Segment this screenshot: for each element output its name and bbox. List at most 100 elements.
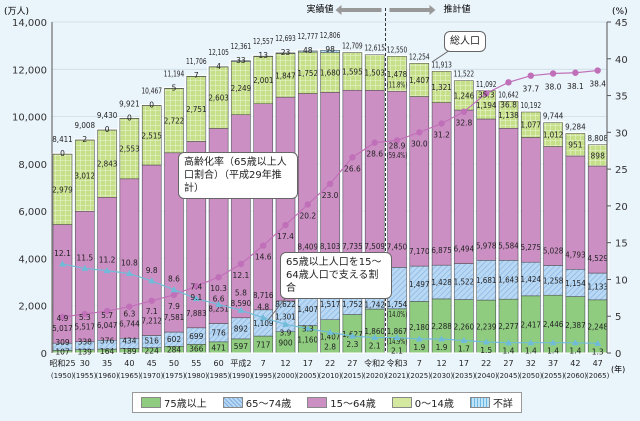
support-ratio-point — [215, 300, 223, 307]
segment-label: 471 — [211, 343, 226, 352]
arrow-right-icon — [389, 5, 436, 15]
x-tick-label: 42 — [570, 359, 580, 368]
segment-label: 1,424 — [521, 275, 542, 284]
segment-label: 2,843 — [97, 160, 118, 169]
segment-label: 1,301 — [275, 312, 296, 321]
aging-rate-point — [215, 274, 222, 281]
bar-segment — [231, 60, 251, 62]
support-ratio-label: 9.8 — [146, 266, 158, 275]
support-ratio-point — [371, 334, 379, 341]
segment-label: 1,847 — [275, 71, 296, 80]
share-label: (59.4%) — [387, 151, 408, 160]
total-label: 12,361 — [231, 42, 252, 51]
support-ratio-label: 5.8 — [235, 288, 247, 297]
y2-tick-label: 20 — [615, 202, 628, 213]
segment-label: 8,716 — [253, 291, 274, 300]
total-label: 11,706 — [186, 57, 207, 66]
support-ratio-label: 2.1 — [391, 347, 403, 356]
x-tick-year: (1985) — [207, 372, 231, 380]
segment-label: 224 — [145, 346, 160, 355]
segment-label: 284 — [167, 346, 182, 355]
segment-label: 602 — [167, 335, 182, 344]
support-ratio-label: 2.3 — [346, 340, 358, 349]
segment-label: 338 — [78, 338, 93, 347]
segment-label: 309 — [55, 338, 70, 347]
segment-label: 2,288 — [431, 322, 452, 331]
support-ratio-label: 12.1 — [54, 249, 71, 258]
segment-label: 7,581 — [164, 313, 185, 322]
x-tick-year: (2000) — [274, 372, 298, 380]
segment-label: 1,133 — [587, 282, 608, 291]
total-label: 12,709 — [342, 42, 363, 51]
bar-segment — [253, 103, 273, 311]
total-label: 12,693 — [275, 34, 296, 43]
segment-label: 8,590 — [231, 299, 252, 308]
x-tick-label: 60 — [214, 359, 224, 368]
segment-label: 1,752 — [342, 300, 363, 309]
total-label: 11,522 — [454, 70, 475, 79]
x-tick-year: (2020) — [363, 372, 387, 380]
segment-label: 2,603 — [208, 94, 229, 103]
x-tick-year: (2055) — [541, 372, 565, 380]
segment-label: 892 — [234, 324, 249, 333]
segment-label: 7,170 — [409, 247, 430, 256]
x-tick-year: (2015) — [341, 372, 365, 380]
segment-label: 1,742 — [364, 300, 385, 309]
segment-label: 5,017 — [52, 324, 73, 333]
total-label: 12,105 — [208, 48, 229, 57]
bar-segment — [387, 56, 407, 92]
aging-rate-point — [126, 303, 133, 310]
segment-label: 3,012 — [75, 172, 96, 181]
segment-label: 6,047 — [97, 321, 118, 330]
aging-rate-point — [304, 201, 311, 208]
segment-label: 1,754 — [387, 300, 408, 309]
segment-label: 1,595 — [342, 67, 363, 76]
x-tick-year: (2045) — [497, 372, 521, 380]
total-label: 9,921 — [119, 99, 140, 108]
aging-rate-label: 10.3 — [210, 284, 227, 293]
legend-label: 65～74歳 — [245, 399, 292, 410]
actual-label: 実績値 — [306, 3, 333, 15]
aging-rate-label: 28.9 — [389, 141, 406, 150]
bar-segment — [364, 54, 385, 91]
support-ratio-label: 1.4 — [569, 347, 581, 356]
segment-label: 1,860 — [364, 327, 385, 336]
aging-rate-point — [282, 221, 289, 229]
support-ratio-label: 2.8 — [324, 342, 336, 351]
segment-label: 1,497 — [409, 280, 430, 289]
aging-rate-label: 14.6 — [255, 253, 272, 262]
support-ratio-point — [549, 339, 557, 346]
segment-label: 2,751 — [186, 105, 207, 114]
x-tick-year: (2010) — [318, 372, 342, 380]
x-tick-year: (2025) — [408, 372, 432, 380]
segment-label: 5,275 — [521, 243, 542, 252]
total-label: 10,467 — [141, 87, 162, 96]
support-ratio-point — [594, 339, 602, 346]
support-ratio-point — [81, 264, 89, 271]
segment-label: 898 — [591, 151, 606, 160]
x-tick-year: (2021) — [385, 372, 409, 380]
x-tick-label: 45 — [147, 359, 157, 368]
x-tick-label: 令和2 — [364, 358, 385, 368]
legend-item-0-14: 0～14歳 — [391, 395, 454, 410]
bar-segment — [498, 101, 519, 129]
support-ratio-point — [482, 338, 490, 345]
x-tick-label: 12 — [437, 359, 447, 368]
segment-label: 1,321 — [431, 83, 452, 92]
aging-rate-label: 26.6 — [344, 164, 361, 173]
bar-segment — [409, 63, 430, 97]
aging-rate-label: 38.1 — [567, 82, 584, 91]
segment-label: 2,515 — [141, 131, 162, 140]
segment-label: 1,258 — [543, 276, 564, 285]
aging-rate-label: 32.8 — [456, 119, 473, 128]
x-tick-label: 7 — [417, 359, 422, 368]
support-ratio-point — [505, 339, 512, 346]
legend-item-75-plus: 75歳以上 — [141, 395, 207, 410]
support-ratio-point — [59, 260, 66, 267]
x-tick-year: (2030) — [430, 372, 454, 380]
segment-label: 1,752 — [298, 69, 319, 78]
segment-label: 776 — [211, 329, 226, 338]
segment-label: 2,722 — [164, 117, 185, 126]
y-tick-label: 14,000 — [12, 18, 47, 29]
aging-rate-label: 37.7 — [522, 85, 539, 94]
